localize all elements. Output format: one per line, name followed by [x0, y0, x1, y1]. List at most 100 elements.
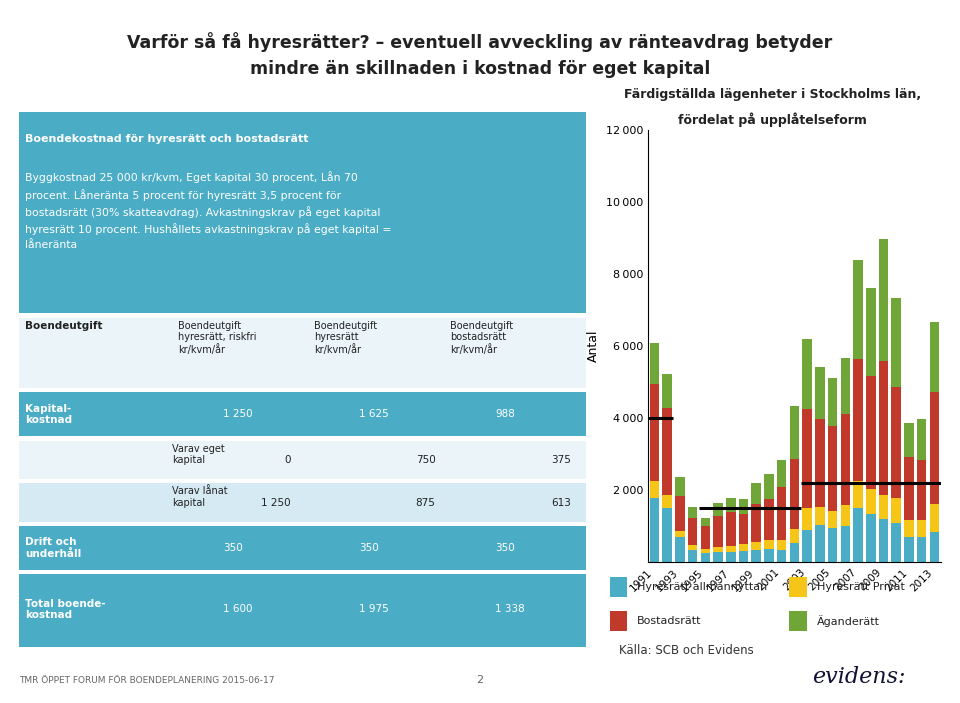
Bar [675, 477, 684, 496]
Bar [777, 550, 786, 562]
Bar [713, 503, 723, 516]
Text: 350: 350 [223, 543, 243, 553]
Bar [892, 523, 901, 562]
Bar [610, 611, 627, 631]
Bar [866, 514, 876, 562]
Bar [701, 517, 710, 526]
Bar [738, 498, 748, 514]
Bar [752, 542, 761, 550]
Bar [828, 378, 837, 426]
Text: 375: 375 [552, 455, 571, 465]
Text: 350: 350 [359, 543, 379, 553]
Bar [19, 388, 586, 392]
Text: Byggkostnad 25 000 kr/kvm, Eget kapital 30 procent, Lån 70
procent. Låneränta 5 : Byggkostnad 25 000 kr/kvm, Eget kapital … [25, 172, 392, 250]
Text: 2: 2 [476, 676, 484, 685]
Bar [662, 374, 672, 408]
Bar [764, 549, 774, 562]
Bar [738, 551, 748, 562]
Text: 875: 875 [416, 498, 436, 508]
Bar [828, 528, 837, 562]
Bar [866, 288, 876, 376]
Text: 613: 613 [552, 498, 571, 508]
Bar [866, 376, 876, 489]
Bar [662, 508, 672, 562]
Bar [19, 479, 586, 483]
Bar [841, 413, 851, 505]
Bar [19, 314, 586, 318]
Bar [803, 508, 812, 530]
Bar [878, 519, 888, 562]
Text: 350: 350 [495, 543, 515, 553]
Bar [738, 544, 748, 551]
Bar [19, 570, 586, 574]
Bar [764, 475, 774, 499]
Bar [815, 508, 825, 524]
Text: Boendeutgift: Boendeutgift [25, 321, 103, 331]
Bar [815, 524, 825, 562]
Text: evidens:: evidens: [812, 666, 906, 688]
Bar [929, 392, 939, 503]
Text: Varför så få hyresrätter? – eventuell avveckling av ränteavdrag betyder: Varför så få hyresrätter? – eventuell av… [128, 32, 832, 51]
Text: Varav lånat
kapital: Varav lånat kapital [172, 486, 228, 508]
Bar [878, 495, 888, 519]
Bar [662, 495, 672, 508]
Text: 1 600: 1 600 [223, 605, 252, 614]
Text: 988: 988 [495, 409, 515, 420]
Bar [790, 529, 799, 543]
Bar [892, 298, 901, 387]
Bar [853, 359, 863, 482]
Bar [790, 543, 799, 562]
Bar [790, 406, 799, 458]
Bar [675, 531, 684, 537]
Text: 1 250: 1 250 [261, 498, 291, 508]
Bar [917, 537, 926, 562]
Text: 1 338: 1 338 [495, 605, 525, 614]
Bar [687, 550, 697, 562]
Bar [701, 526, 710, 549]
Text: 1 625: 1 625 [359, 409, 389, 420]
Bar [610, 577, 627, 598]
Bar [726, 512, 735, 546]
Text: Hyresrätt Privat: Hyresrätt Privat [817, 583, 905, 593]
Bar [878, 361, 888, 495]
Bar [803, 409, 812, 508]
Bar [662, 408, 672, 495]
Bar [828, 511, 837, 528]
Bar [853, 260, 863, 359]
Bar [815, 367, 825, 419]
Text: Boendekostnad för hyresrätt och bostadsrätt: Boendekostnad för hyresrätt och bostadsr… [25, 134, 308, 144]
Bar [752, 550, 761, 562]
Bar [789, 577, 806, 598]
Text: 1 975: 1 975 [359, 605, 389, 614]
Bar [19, 112, 586, 166]
Bar [866, 489, 876, 514]
Bar [726, 546, 735, 553]
Text: Total boende-
kostnad: Total boende- kostnad [25, 598, 106, 620]
Bar [713, 553, 723, 562]
Bar [764, 541, 774, 549]
Bar [713, 516, 723, 547]
Bar [777, 540, 786, 550]
Bar [929, 531, 939, 562]
Bar [803, 530, 812, 562]
Bar [19, 166, 586, 316]
Bar [726, 498, 735, 512]
Bar [19, 390, 586, 439]
Bar [19, 437, 586, 441]
Bar [929, 322, 939, 392]
Bar [803, 339, 812, 409]
Bar [789, 611, 806, 631]
Bar [904, 520, 914, 537]
Bar [904, 423, 914, 457]
Bar [650, 498, 660, 562]
Text: Kapital-
kostnad: Kapital- kostnad [25, 404, 72, 425]
Bar [752, 483, 761, 504]
Bar [853, 482, 863, 508]
Bar [777, 460, 786, 487]
Text: Äganderätt: Äganderätt [817, 615, 880, 627]
Text: Boendeutgift
hyresrätt
kr/kvm/år: Boendeutgift hyresrätt kr/kvm/år [314, 321, 377, 355]
Bar [815, 419, 825, 508]
Bar [650, 342, 660, 384]
Bar [19, 481, 586, 524]
Text: Hyresrätt allmännyttan: Hyresrätt allmännyttan [637, 583, 767, 593]
